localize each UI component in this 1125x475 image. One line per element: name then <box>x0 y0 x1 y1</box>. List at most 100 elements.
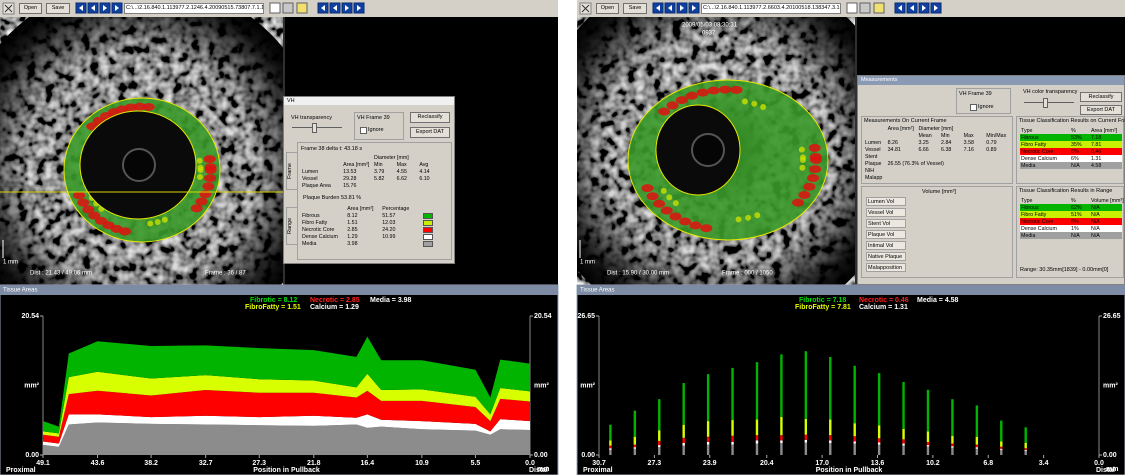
legend-entry: FibroFatty = 1.51 <box>245 304 301 311</box>
group-title: Tissue Classification Results on Current… <box>1019 118 1125 124</box>
bar-segment <box>780 435 783 441</box>
necrotic-patch <box>203 155 216 164</box>
x-tick-label: 3.4 <box>1039 460 1049 467</box>
save-button[interactable]: Save <box>623 3 647 14</box>
column-header: Type <box>1021 197 1033 204</box>
necrotic-patch <box>95 216 108 225</box>
frame-id: 0937 <box>702 31 716 37</box>
row-label: Dense Calcium <box>1021 225 1057 232</box>
bar-segment <box>853 443 856 455</box>
cell-value: 5.82 <box>374 175 385 182</box>
fibrofatty-patch <box>741 98 748 105</box>
table-row: Vessel 29.28 5.82 6.62 6.10 <box>301 175 441 182</box>
bar-segment <box>633 436 637 445</box>
necrotic-patch <box>730 85 743 94</box>
layout-icon <box>859 2 871 14</box>
column-header: Area [mm²] <box>887 125 914 132</box>
frame-table: Area [mm²] Diameter [mm] Mean Min Max Min/Max… <box>864 125 1010 181</box>
bar-segment <box>682 437 685 444</box>
export-button[interactable]: Export DAT <box>1080 105 1122 115</box>
reclassify-button[interactable]: Reclassify <box>410 112 450 123</box>
column-header: Min <box>941 132 950 139</box>
view-icon <box>846 2 858 14</box>
necrotic-patch <box>696 88 709 97</box>
x-tick-label: 5.5 <box>471 460 481 467</box>
bar-segment <box>609 448 612 450</box>
empty-cell <box>963 160 986 167</box>
nav-arrow <box>934 5 938 11</box>
fibrofatty-patch <box>660 187 667 194</box>
bar-segment <box>1024 449 1027 451</box>
fibrofatty-patch <box>672 200 679 207</box>
save-button[interactable]: Save <box>46 3 70 14</box>
row-label: Fibro Fatty <box>1021 141 1047 148</box>
bar-segment <box>633 410 637 437</box>
slider-thumb[interactable] <box>1043 98 1048 108</box>
volume-header: Volume [mm³] <box>922 189 956 195</box>
cell-value: 6% <box>1071 155 1079 162</box>
color-swatch <box>423 233 434 240</box>
row-label: Fibrous <box>1021 204 1039 211</box>
layout-icon <box>282 2 294 14</box>
x-tick-label: 21.8 <box>307 460 321 467</box>
bar-segment <box>853 436 856 442</box>
swatch-cell <box>422 233 447 240</box>
column-header: Max <box>396 161 407 168</box>
nav-arrow <box>321 5 325 11</box>
export-button[interactable]: Export DAT <box>410 127 450 138</box>
slider-thumb[interactable] <box>312 123 317 133</box>
bar-segment <box>951 446 954 448</box>
cell-value: 1.51 <box>347 219 358 226</box>
range-text: Range: 30.35mm[1839] - 0.00mm[0] <box>1020 267 1109 273</box>
necrotic-patch <box>803 182 816 191</box>
necrotic-patch <box>669 212 682 221</box>
necrotic-patch <box>689 221 702 230</box>
catheter <box>122 148 156 182</box>
cell-value: 7.81 <box>1091 141 1102 148</box>
bar-segment <box>706 444 710 455</box>
file-path[interactable]: C:\...\2.16.840.1.113977.2.1246.4.200905… <box>124 3 264 14</box>
column-header: Area [mm²] <box>343 161 370 168</box>
fibrofatty-patch <box>197 174 204 181</box>
column-header: Mean <box>918 132 932 139</box>
nav-arrow <box>79 5 83 11</box>
x-tick-label: 23.9 <box>703 460 717 467</box>
help-icon <box>873 2 885 14</box>
file-path[interactable]: C:\...\2.16.840.1.113977.2.6603.4.201005… <box>701 3 841 14</box>
necrotic-patch <box>646 192 659 201</box>
bar-segment <box>877 425 881 439</box>
swatch-cell <box>422 240 447 247</box>
bar-segment <box>902 443 905 446</box>
bar-segment <box>658 440 661 446</box>
necrotic-patch <box>653 199 666 208</box>
cell-value: 6.10 <box>419 175 430 182</box>
bar-segment <box>926 445 930 447</box>
necrotic-patch <box>204 163 217 172</box>
necrotic-patch <box>195 197 208 206</box>
bar-segment <box>706 436 710 442</box>
table-row: Lumen 13.53 3.79 4.55 4.14 <box>301 168 441 175</box>
cell-value: 7.18 <box>1091 134 1102 141</box>
cell-value: 3.25 <box>918 139 929 146</box>
cell-value: 3.98 <box>347 240 358 247</box>
y-tick-label: 20.54 <box>21 313 39 320</box>
bar-segment <box>755 443 759 455</box>
bar-segment <box>853 423 856 437</box>
necrotic-patch <box>685 91 698 100</box>
cell-value: 3.58 <box>963 139 974 146</box>
ignore-checkbox[interactable] <box>360 127 367 134</box>
area-series <box>43 371 530 437</box>
reclassify-button[interactable]: Reclassify <box>1080 92 1122 102</box>
open-button[interactable]: Open <box>19 3 42 14</box>
bar-segment <box>658 447 661 455</box>
nav-arrow <box>357 5 361 11</box>
volume-row: Intimal Vol <box>866 241 906 250</box>
frame-group: Measurements On Current Frame Area [mm²] D… <box>861 116 1013 184</box>
cell-value: 51.57 <box>382 212 396 219</box>
open-button[interactable]: Open <box>596 3 619 14</box>
fibrofatty-patch <box>760 103 767 110</box>
ignore-checkbox[interactable] <box>970 104 977 111</box>
measurements-dialog: Measurements VH Frame 39 Ignore VH color tr… <box>857 75 1125 285</box>
necrotic-patch <box>792 198 805 207</box>
